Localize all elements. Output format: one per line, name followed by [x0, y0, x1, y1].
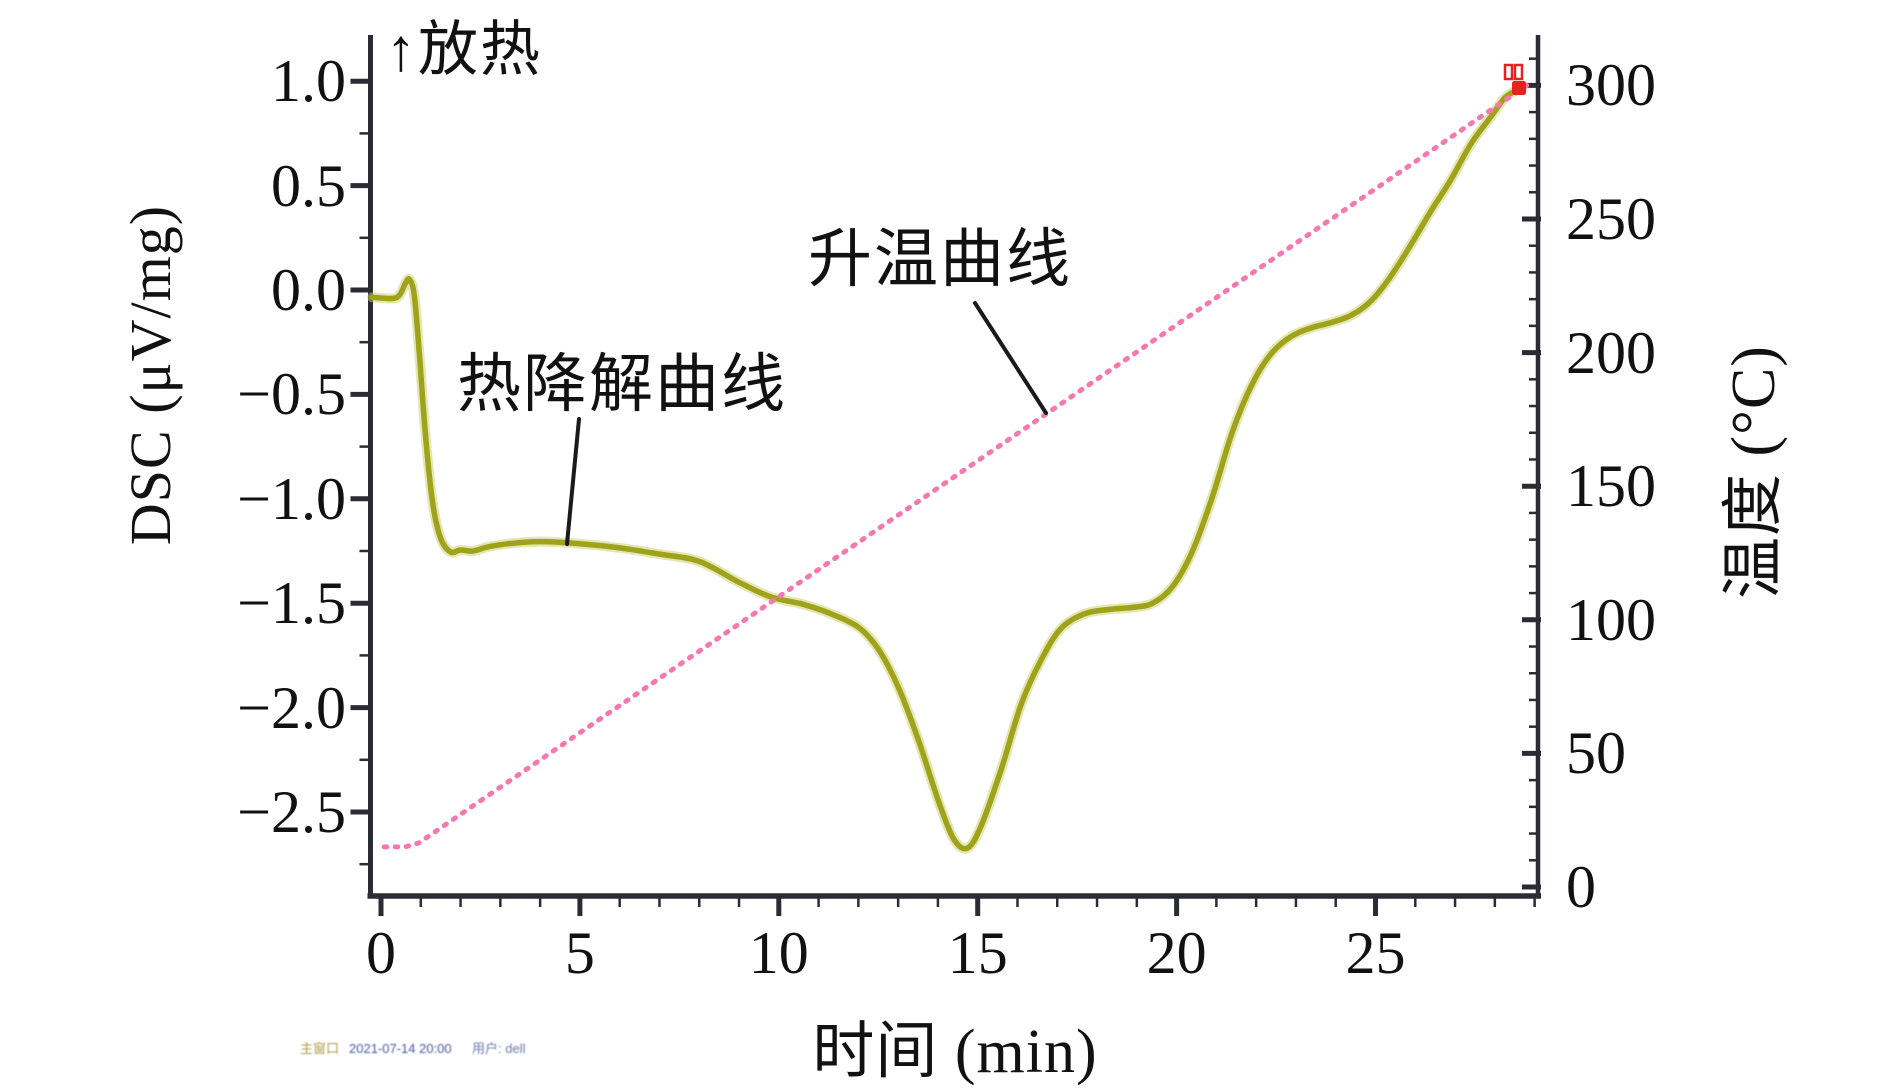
x-tick-label: 5: [564, 920, 595, 986]
y-left-tick-label: −1.5: [237, 570, 346, 637]
end-marker-solid-square: [1512, 81, 1526, 95]
x-tick-label: 10: [748, 920, 809, 986]
y-right-tick-label: 250: [1566, 186, 1656, 252]
heating-curve-line: [381, 82, 1530, 850]
footer-datetime: 2021-07-14 20:00: [349, 1041, 452, 1056]
y-right-tick-label: 200: [1566, 319, 1656, 386]
y-right-tick-label: 50: [1566, 720, 1626, 787]
dsc-curve-line: [369, 85, 1525, 852]
x-tick-label: 25: [1345, 920, 1406, 986]
y-left-tick-label: 0.0: [271, 257, 346, 323]
y-left-tick-label: −1.0: [237, 465, 346, 532]
y-left-tick-label: 1.0: [271, 48, 346, 115]
footer-user: 用户: dell: [472, 1041, 526, 1056]
dsc-curve-halo: [367, 83, 1527, 854]
annotation-heating-curve: 升温曲线: [808, 224, 1072, 295]
x-axis-title: 时间 (min): [812, 1018, 1098, 1086]
y-left-tick-label: 0.5: [271, 152, 346, 219]
y-right-tick-label: 300: [1566, 52, 1656, 119]
x-tick-label: 20: [1146, 920, 1207, 986]
x-tick-label: 0: [366, 920, 396, 986]
y-axis-right-title: 温度 (°C): [1720, 345, 1788, 599]
annotation-leader-line-1: [973, 301, 1048, 415]
y-right-tick-label: 0: [1566, 854, 1596, 920]
y-right-tick-label: 150: [1566, 453, 1656, 520]
annotation-degradation-curve: 热降解曲线: [457, 349, 787, 420]
end-marker-flag-right: [1513, 63, 1524, 81]
y-left-tick-label: −0.5: [237, 361, 346, 428]
y-right-tick-label: 100: [1566, 586, 1656, 653]
exothermic-up-label: ↑放热: [386, 17, 542, 83]
annotation-leader-line-0: [565, 417, 581, 546]
y-left-tick-label: −2.5: [237, 779, 346, 845]
footer-window-label: 主窗口: [300, 1041, 340, 1056]
end-marker-flag-left: [1503, 63, 1514, 81]
x-tick-label: 15: [947, 920, 1008, 986]
y-left-tick-label: −2.0: [237, 674, 346, 741]
